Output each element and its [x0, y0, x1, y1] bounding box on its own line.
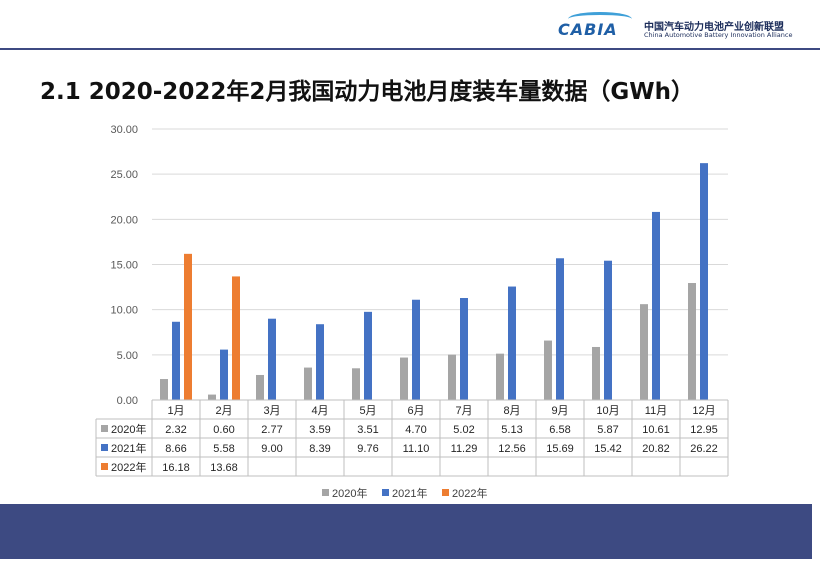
monthly-installation-chart: 0.00 5.00 10.00 15.00 20.00 25.00 30.00 1月 2月 3月 4… [95, 124, 729, 500]
data-label: 6.58 [549, 424, 570, 436]
bar-2020年-10月 [592, 346, 600, 400]
table-series-label: 2021年 [111, 441, 146, 455]
data-label: 2.77 [261, 424, 282, 436]
data-label: 12.56 [498, 443, 526, 455]
data-label: 9.76 [357, 443, 378, 455]
legend-label: 2021年 [392, 486, 427, 500]
bar-2020年-2月 [208, 394, 216, 400]
bar-2021年-8月 [508, 286, 516, 400]
bar-2021年-4月 [316, 324, 324, 400]
category-label: 4月 [311, 405, 328, 417]
bar-2021年-9月 [556, 258, 564, 400]
bar-2021年-11月 [652, 211, 660, 400]
category-label: 12月 [692, 405, 715, 417]
category-label: 9月 [551, 405, 568, 417]
bar-2022年-2月 [232, 276, 240, 400]
page-title: 2.1 2020-2022年2月我国动力电池月度装车量数据（GWh） [40, 79, 694, 105]
bar-2021年-10月 [604, 260, 612, 400]
logo-swoosh-icon [568, 12, 632, 26]
legend-label: 2022年 [452, 486, 487, 500]
data-label: 0.60 [213, 424, 234, 436]
bar-2020年-7月 [448, 354, 456, 400]
data-label: 8.39 [309, 443, 330, 455]
bar-2020年-9月 [544, 340, 552, 400]
bar-2021年-7月 [460, 298, 468, 400]
data-label: 10.61 [642, 424, 670, 436]
data-label: 16.18 [162, 462, 190, 474]
y-tick-label: 10.00 [110, 305, 138, 317]
data-label: 12.95 [690, 424, 718, 436]
data-label: 26.22 [690, 443, 718, 455]
data-label: 13.68 [210, 462, 238, 474]
bar-2020年-8月 [496, 353, 504, 400]
category-label: 8月 [503, 405, 520, 417]
legend-swatch [322, 489, 329, 496]
data-label: 11.29 [451, 443, 478, 455]
data-label: 8.66 [165, 443, 186, 455]
org-name-en: China Automotive Battery Innovation Alli… [644, 31, 793, 39]
data-label: 5.87 [597, 424, 618, 436]
bar-2020年-1月 [160, 379, 168, 400]
y-tick-label: 15.00 [110, 260, 138, 272]
legend-swatch [442, 489, 449, 496]
category-label: 2月 [215, 405, 232, 417]
bar-2022年-1月 [184, 253, 192, 400]
bar-2021年-5月 [364, 311, 372, 400]
legend-label: 2020年 [332, 486, 367, 500]
header-divider [0, 48, 820, 50]
y-tick-label: 0.00 [117, 395, 138, 407]
y-tick-label: 5.00 [117, 350, 138, 362]
bar-2021年-2月 [220, 349, 228, 400]
category-label: 5月 [359, 405, 376, 417]
bar-2020年-4月 [304, 367, 312, 400]
org-name-cn: 中国汽车动力电池产业创新联盟 [644, 22, 784, 33]
table-series-label: 2020年 [111, 422, 146, 436]
bar-2021年-12月 [700, 163, 708, 400]
legend-swatch [382, 489, 389, 496]
data-label: 4.70 [405, 424, 426, 436]
bar-2020年-11月 [640, 304, 648, 400]
category-label: 6月 [407, 405, 424, 417]
bar-2021年-3月 [268, 318, 276, 400]
table-legend-key [101, 425, 108, 432]
bar-2020年-5月 [352, 368, 360, 400]
data-label: 3.51 [357, 424, 378, 436]
category-label: 11月 [645, 405, 667, 417]
footer-band [0, 504, 812, 559]
bar-2021年-1月 [172, 321, 180, 400]
data-label: 3.59 [309, 424, 330, 436]
data-label: 20.82 [642, 443, 670, 455]
data-label: 2.32 [165, 424, 186, 436]
data-label: 5.02 [453, 424, 474, 436]
y-tick-label: 20.00 [110, 214, 138, 226]
category-label: 3月 [263, 405, 280, 417]
data-label: 15.42 [594, 443, 622, 455]
table-legend-key [101, 444, 108, 451]
data-label: 9.00 [261, 443, 282, 455]
table-legend-key [101, 463, 108, 470]
bar-2020年-12月 [688, 283, 696, 400]
data-label: 15.69 [546, 443, 574, 455]
logo-wordmark: CABIA [558, 20, 618, 39]
table-series-label: 2022年 [111, 460, 146, 474]
data-label: 5.13 [501, 424, 522, 436]
data-label: 5.58 [213, 443, 234, 455]
bar-2020年-3月 [256, 374, 264, 400]
data-label: 11.10 [403, 443, 430, 455]
category-label: 7月 [455, 405, 472, 417]
y-tick-label: 25.00 [110, 169, 138, 181]
category-label: 10月 [596, 405, 619, 417]
y-tick-label: 30.00 [110, 124, 138, 136]
bar-2021年-6月 [412, 299, 420, 400]
category-label: 1月 [167, 405, 184, 417]
bar-2020年-6月 [400, 357, 408, 400]
